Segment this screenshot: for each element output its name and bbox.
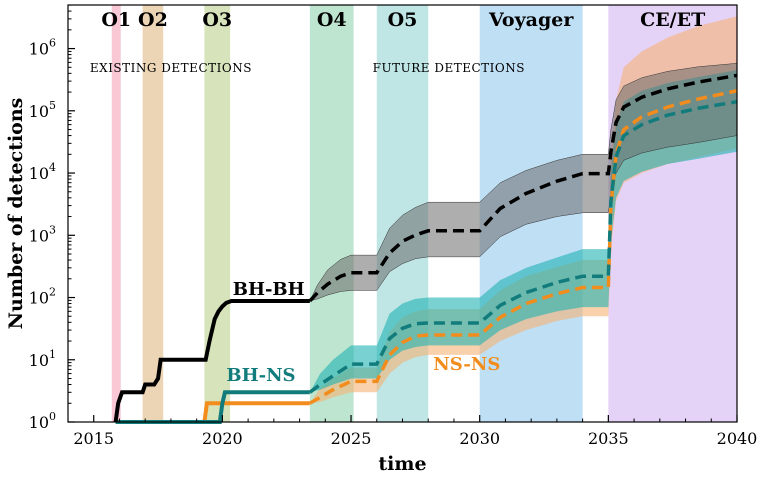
y-tick-exponent: 0	[49, 410, 56, 423]
y-tick-exponent: 3	[49, 223, 56, 236]
y-tick-base: 10	[29, 413, 49, 432]
series-labels: BH-BH BH-NS NS-NS	[226, 279, 500, 386]
y-tick-exponent: 6	[49, 37, 56, 50]
y-tick-base: 10	[29, 226, 49, 245]
y-tick-label: 106	[29, 37, 56, 59]
observing-run-labels: O1 O2 O3 O4 O5 Voyager CE/ET	[101, 9, 705, 31]
y-tick-base: 10	[29, 102, 49, 121]
x-tick-label: 2040	[717, 429, 758, 448]
y-tick-base: 10	[29, 289, 49, 308]
y-tick-label: 100	[29, 410, 56, 432]
run-label-ce-et: CE/ET	[640, 9, 705, 31]
x-tick-label: 2035	[588, 429, 629, 448]
line-future-ns-ns	[308, 89, 738, 405]
run-label-o3: O3	[202, 9, 232, 31]
y-tick-label: 103	[29, 223, 56, 245]
x-tick-label: 2025	[331, 429, 372, 448]
y-tick-label: 102	[29, 286, 56, 308]
run-band-o2	[142, 5, 164, 422]
y-tick-exponent: 2	[49, 286, 56, 299]
annotation-0: EXISTING DETECTIONS	[90, 61, 252, 75]
y-tick-base: 10	[29, 351, 49, 370]
y-tick-exponent: 5	[49, 99, 56, 112]
x-axis-title: time	[378, 453, 426, 475]
run-label-o2: O2	[138, 9, 168, 31]
run-label-o5: O5	[388, 9, 418, 31]
x-axis: 2015 2020 2025 2030 2035 2040	[67, 415, 758, 448]
y-tick-base: 10	[29, 40, 49, 59]
annotation-1: FUTURE DETECTIONS	[373, 61, 525, 75]
line-future-bh-ns	[308, 99, 738, 394]
x-tick-label: 2030	[459, 429, 500, 448]
annotations: EXISTING DETECTIONS FUTURE DETECTIONS	[90, 61, 525, 75]
y-tick-label: 105	[29, 99, 56, 121]
run-label-o1: O1	[101, 9, 131, 31]
y-tick-label: 101	[29, 348, 56, 370]
series-label-bh-ns: BH-NS	[226, 365, 295, 386]
run-label-o4: O4	[317, 9, 347, 31]
y-axis-title: Number of detections	[5, 98, 27, 330]
series-label-ns-ns: NS-NS	[433, 354, 500, 375]
series-label-bh-bh: BH-BH	[233, 279, 305, 300]
run-label-voyager: Voyager	[488, 9, 574, 31]
y-tick-base: 10	[29, 164, 49, 183]
x-tick-label: 2015	[73, 429, 114, 448]
y-tick-exponent: 1	[49, 348, 56, 361]
y-tick-exponent: 4	[49, 161, 56, 174]
line-future-bh-bh	[308, 73, 738, 303]
x-tick-label: 2020	[202, 429, 243, 448]
line-existing-bh-bh	[113, 298, 310, 423]
run-band-o1	[111, 5, 121, 422]
y-tick-label: 104	[29, 161, 56, 183]
